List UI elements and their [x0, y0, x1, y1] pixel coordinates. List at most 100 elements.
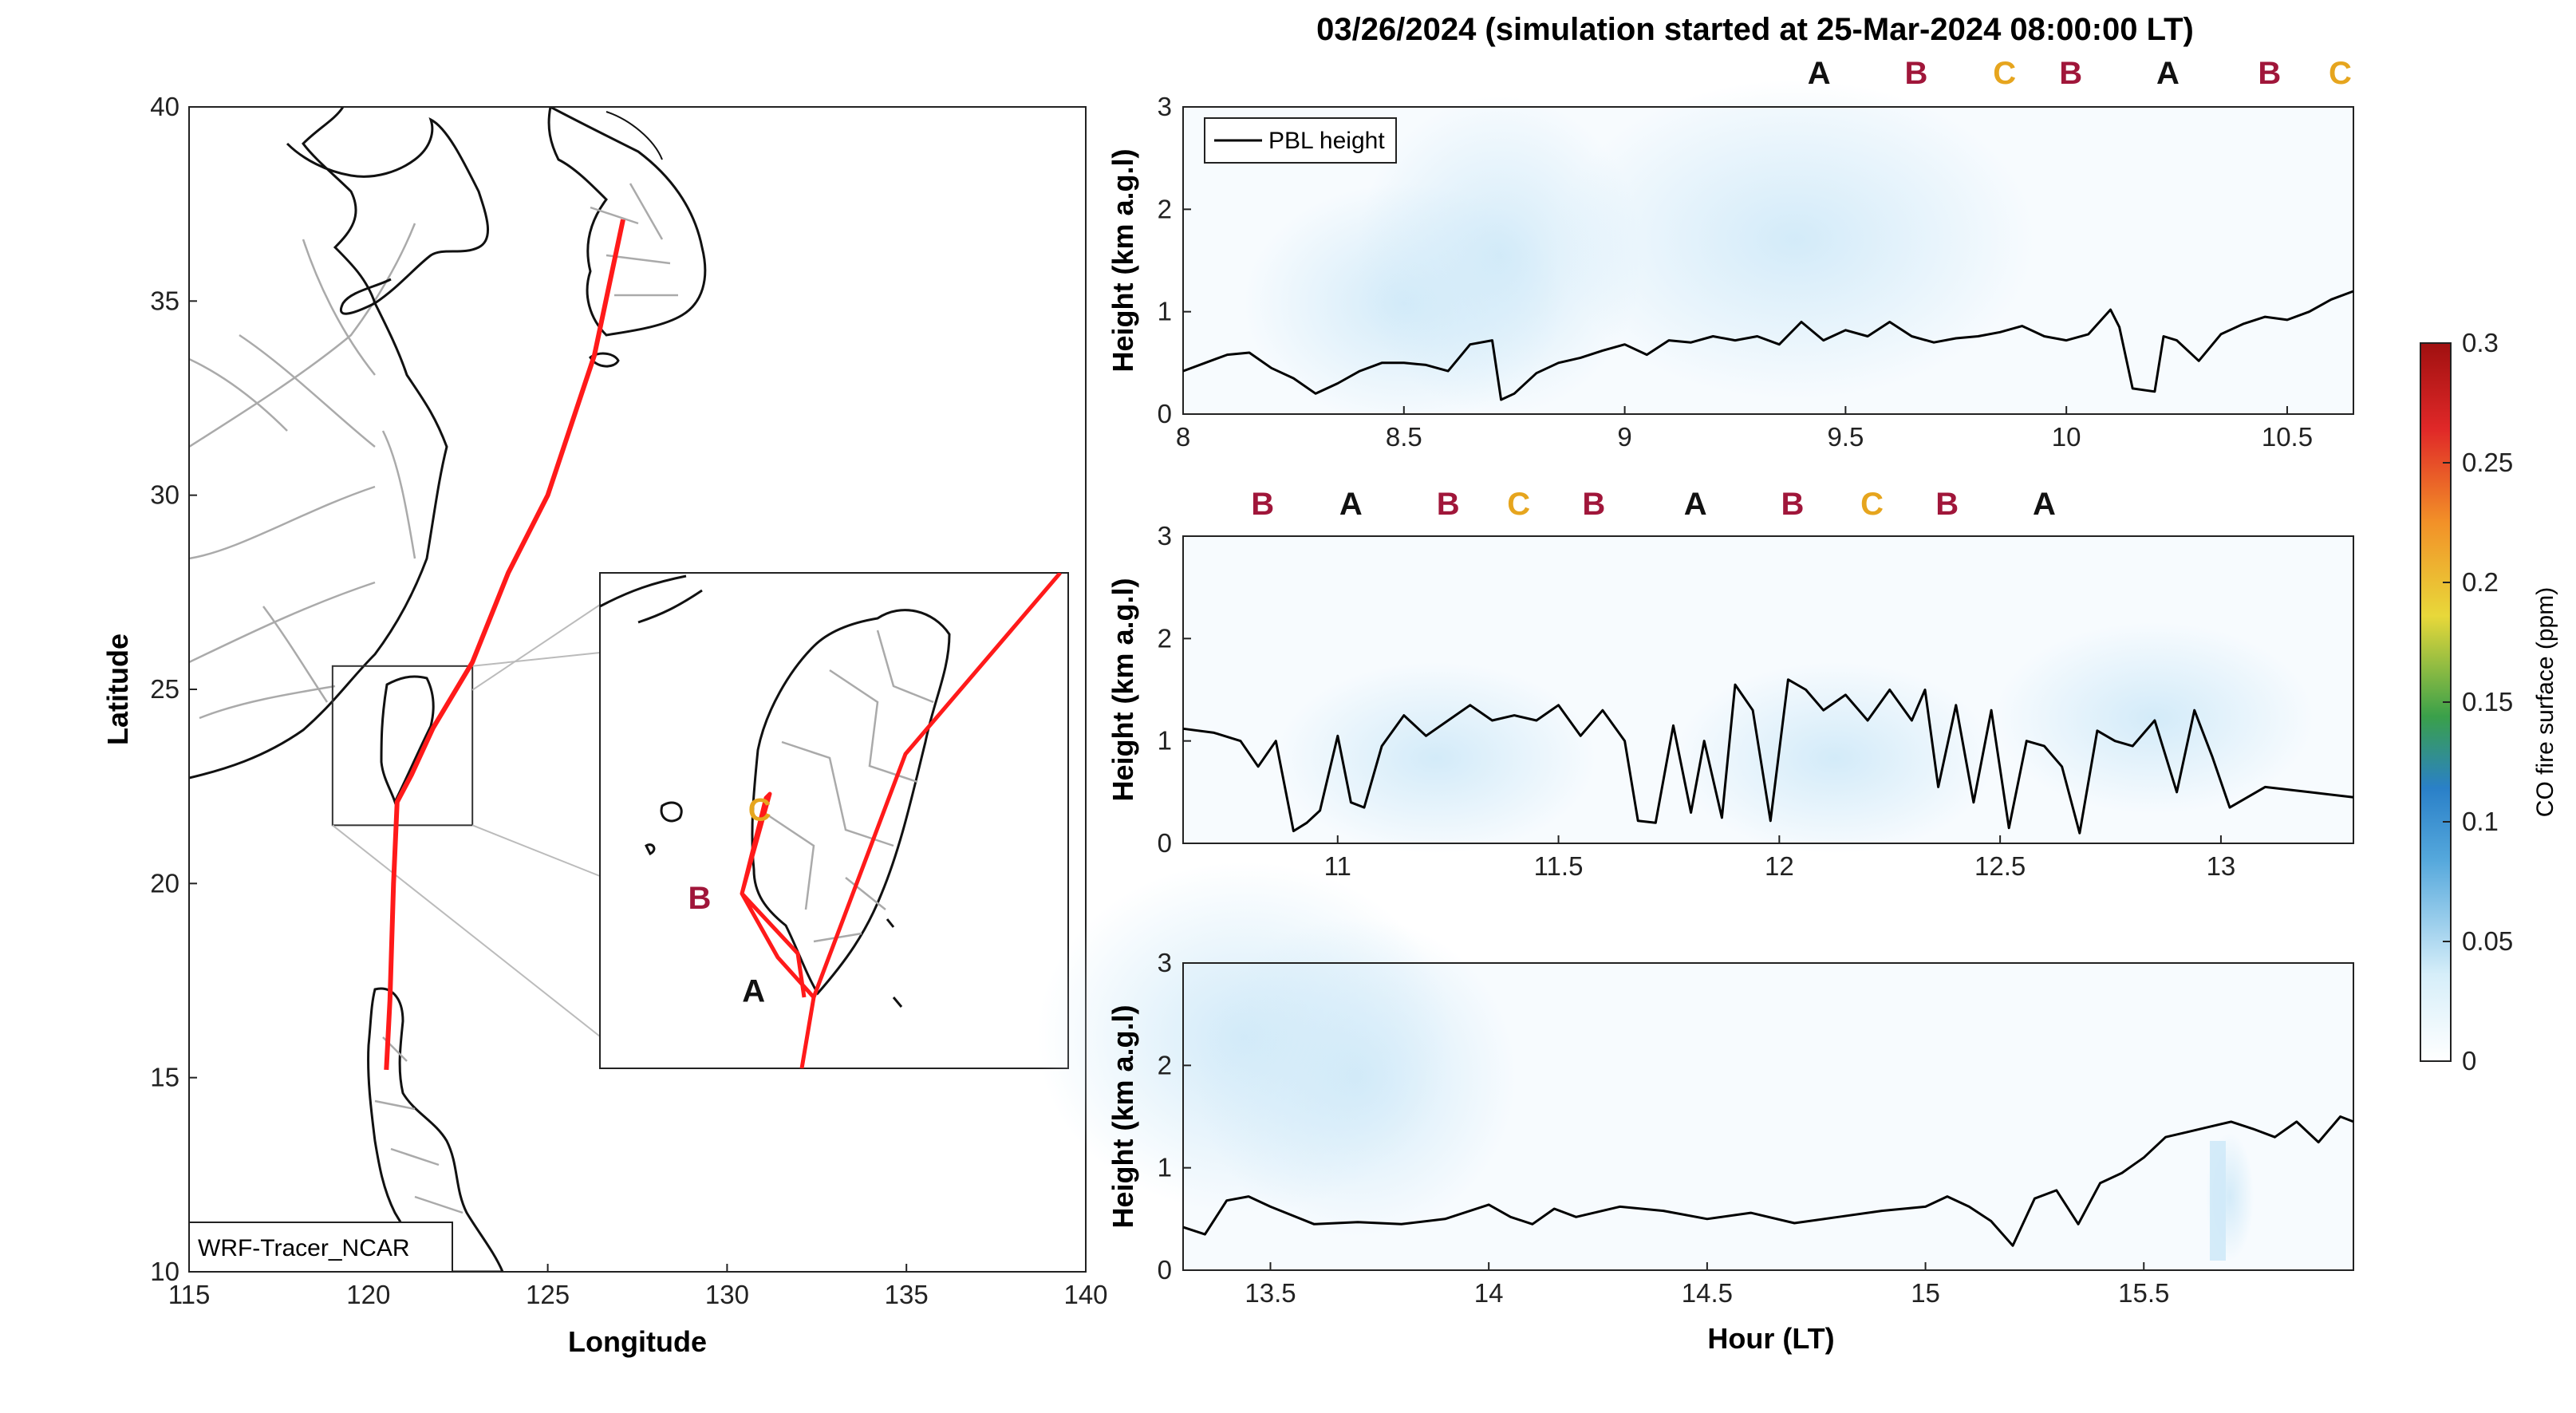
site-marker-b: B [1437, 487, 1460, 522]
site-marker-a: A [1339, 487, 1363, 522]
connector-line [471, 824, 601, 877]
taiwan-main [380, 675, 435, 805]
site-marker-b: B [1935, 487, 1959, 522]
panel-axes-frame [1182, 535, 2354, 844]
site-marker-b: B [1582, 487, 1605, 522]
site-marker-b: B [1781, 487, 1805, 522]
pbl-height-line [1182, 290, 2354, 401]
x-tick-label: 14.5 [1682, 1278, 1733, 1308]
y-tick-label: 0 [1158, 828, 1172, 858]
map-y-tick-label: 15 [150, 1063, 179, 1092]
y-tick-label: 0 [1158, 399, 1172, 428]
y-tick-label: 2 [1158, 1050, 1172, 1079]
x-tick-label: 14 [1474, 1278, 1504, 1308]
pbl-height-line [1182, 678, 2354, 835]
fire-concentration-blob [1197, 918, 1516, 1237]
fire-concentration-blob [1675, 662, 1994, 854]
x-tick-label: 12.5 [1974, 851, 2026, 881]
y-tick-label: 1 [1158, 1153, 1172, 1182]
colorbar-ticks: 0 0.05 0.1 0.15 0.2 0.25 0.3 [2443, 328, 2513, 1076]
x-tick-label: 8.5 [1386, 422, 1422, 452]
y-tick-label: 0 [1158, 1255, 1172, 1285]
site-marker-c: C [1860, 487, 1884, 522]
y-tick-label: 3 [1158, 948, 1172, 977]
map-x-tick-label: 115 [168, 1280, 211, 1309]
trajectory-line [384, 219, 625, 1071]
map-y-label: Latitude [101, 633, 134, 745]
site-marker-a: A [1684, 487, 1707, 522]
inset-map: A B C [599, 572, 1069, 1069]
colorbar-tick-label: 0.1 [2462, 807, 2499, 836]
site-marker-b: B [2059, 56, 2082, 91]
map-x-ticks: 115 120 125 130 135 140 [168, 1264, 1108, 1309]
philippines-borders [374, 1036, 464, 1214]
site-marker-a: A [2033, 487, 2056, 522]
map-x-tick-label: 130 [705, 1280, 749, 1309]
inset-county-borders [765, 630, 934, 943]
colorbar-tick-label: 0.3 [2462, 328, 2499, 357]
colorbar: 0 0.05 0.1 0.15 0.2 0.25 0.3 CO fire surface (… [2420, 328, 2558, 1076]
site-marker-b: B [2258, 56, 2281, 91]
colorbar-tick-label: 0.25 [2462, 448, 2513, 477]
site-marker-b: B [1251, 487, 1274, 522]
province-borders [189, 223, 416, 720]
site-markers: A B C B A B C B A B C B A B C B A [1251, 56, 2352, 522]
connector-line [332, 824, 601, 1037]
korea-borders [590, 183, 678, 297]
pbl-height-line [1182, 1115, 2354, 1247]
connector-line [471, 604, 601, 691]
site-marker-c: C [1507, 487, 1530, 522]
colorbar-tick-label: 0.15 [2462, 687, 2513, 716]
jeju-island [589, 352, 620, 368]
map-y-tick-label: 10 [150, 1257, 179, 1286]
inset-china-coast [600, 574, 703, 624]
fire-concentration-blob [1356, 96, 1643, 415]
map-x-tick-label: 135 [885, 1280, 929, 1309]
y-tick-label: 2 [1158, 623, 1172, 653]
inset-site-label-b: B [688, 881, 711, 916]
map-x-tick-label: 120 [346, 1280, 390, 1309]
fire-concentration-blob [1556, 80, 2034, 399]
inset-site-label-c: C [748, 793, 771, 828]
x-tick-label: 15 [1911, 1278, 1940, 1308]
x-tick-label: 9.5 [1827, 422, 1864, 452]
luzon-coastline [367, 987, 504, 1272]
fire-concentration-blob [1994, 622, 2314, 814]
colorbar-tick-label: 0.05 [2462, 926, 2513, 956]
panel-axes-frame [1182, 106, 2354, 415]
connector-line [472, 652, 601, 667]
inset-source-box [331, 665, 474, 827]
colorbar-tick-label: 0.2 [2462, 567, 2499, 597]
inset-taiwan-coast [751, 609, 951, 996]
map-y-tick-label: 40 [150, 92, 179, 121]
x-tick-label: 8 [1176, 422, 1190, 452]
x-tick-label: 11.5 [1534, 851, 1584, 881]
y-tick-label: 3 [1158, 521, 1172, 551]
pbl-panel-1: 8 8.5 9 9.5 10 10.5 0 1 2 3 Height (km a.g.l) [1107, 80, 2354, 452]
y-tick-label: 1 [1158, 726, 1172, 756]
inset-site-label-a: A [742, 974, 765, 1009]
y-tick-label: 2 [1158, 194, 1172, 223]
x-tick-label: 9 [1617, 422, 1631, 452]
map-x-tick-label: 125 [526, 1280, 570, 1309]
site-marker-c: C [2329, 56, 2352, 91]
y-tick-label: 3 [1158, 92, 1172, 121]
korea-coastline [547, 107, 707, 337]
panel-axes-frame [1182, 962, 2354, 1271]
colorbar-label: CO fire surface (ppm) [2532, 587, 2558, 817]
model-label-box [188, 1222, 453, 1273]
y-axis-label: Height (km a.g.l) [1107, 578, 1139, 801]
bohai-coastline [286, 117, 490, 315]
map-y-ticks: 10 15 20 25 30 35 40 [150, 92, 197, 1286]
inset-trajectory-line [740, 573, 1062, 1068]
x-tick-label: 10 [2052, 422, 2081, 452]
inset-islands [645, 801, 903, 1008]
map-geography [189, 107, 707, 1272]
legend-pbl-label: PBL height [1268, 128, 1385, 154]
map-x-tick-label: 140 [1063, 1280, 1107, 1309]
figure-title: 03/26/2024 (simulation started at 25-Mar… [1316, 12, 2194, 47]
china-coastline [189, 107, 448, 780]
site-marker-c: C [1993, 56, 2016, 91]
